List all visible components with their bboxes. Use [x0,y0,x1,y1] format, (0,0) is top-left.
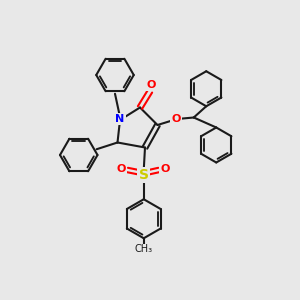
Text: O: O [147,80,156,90]
Text: O: O [117,164,126,174]
Text: O: O [160,164,170,174]
Text: CH₃: CH₃ [135,244,153,254]
Text: S: S [139,168,149,182]
Text: O: O [172,114,181,124]
Text: N: N [116,114,124,124]
